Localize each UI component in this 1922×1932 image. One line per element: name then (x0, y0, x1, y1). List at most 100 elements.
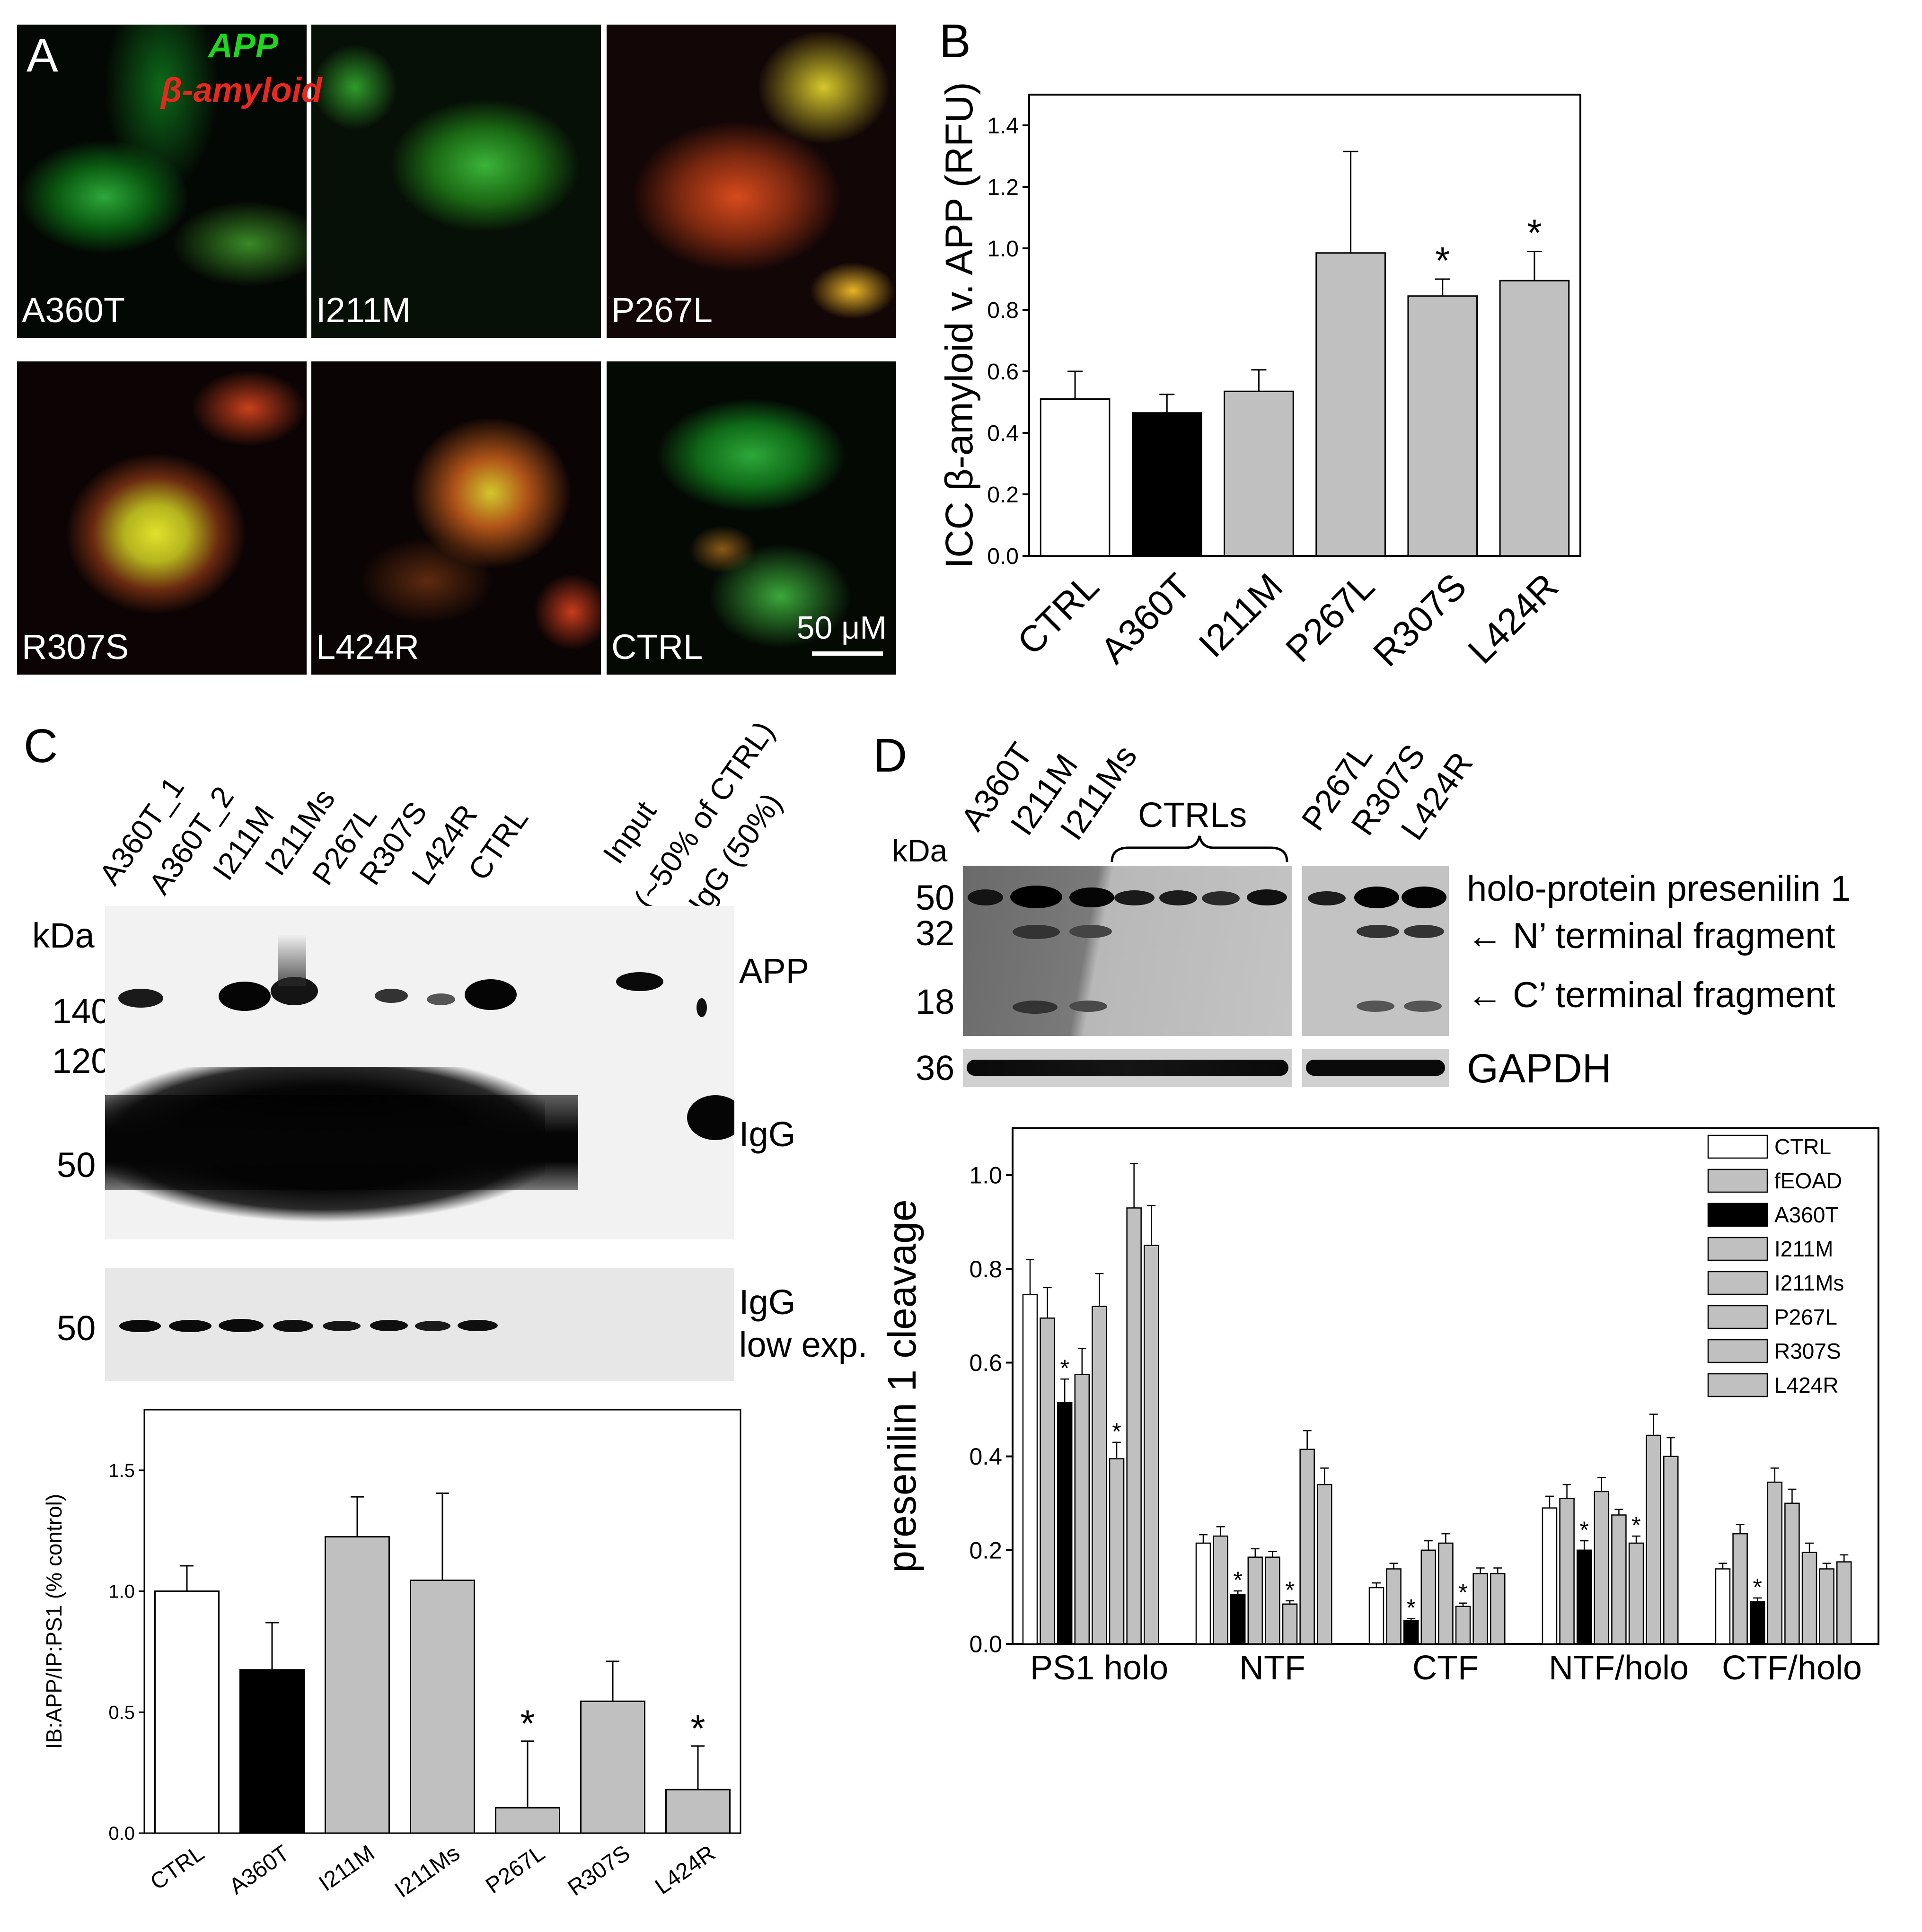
marker-120: 120 (52, 1041, 111, 1080)
significance-star: * (690, 1707, 705, 1749)
blot-c-main (105, 906, 734, 1239)
significance-star: * (1631, 1512, 1640, 1538)
bar (495, 1807, 560, 1834)
bar (1109, 1458, 1125, 1645)
bar (1213, 1535, 1228, 1645)
micrograph-label: CTRL (611, 627, 703, 667)
band-label-ctf: ← C’ terminal fragment (1467, 975, 1835, 1015)
bar (1074, 1373, 1090, 1645)
legend-label: R307S (1774, 1339, 1841, 1363)
marker-d-36: 36 (916, 1048, 955, 1088)
legend-swatch (1707, 1305, 1768, 1329)
bar (665, 1789, 731, 1834)
x-tick-label: P267L (1278, 565, 1383, 670)
y-tick-label: 0.6 (987, 360, 1019, 385)
significance-star: * (1435, 239, 1450, 281)
bar (1040, 1317, 1055, 1645)
bar (1594, 1491, 1610, 1645)
y-tick-label: 0.2 (987, 483, 1019, 508)
significance-star: * (1285, 1577, 1294, 1603)
legend-swatch (1707, 1168, 1768, 1193)
bar (1455, 1606, 1471, 1645)
bar (1317, 1484, 1332, 1645)
panel-b-letter: B (939, 15, 971, 68)
significance-star: * (1406, 1594, 1415, 1621)
x-tick-label: CTRL (1009, 565, 1107, 663)
bar (1131, 412, 1202, 557)
legend-label: CTRL (1774, 1134, 1831, 1159)
y-tick-label: 1.5 (108, 1460, 135, 1481)
panel-a-letter: A (26, 29, 58, 82)
y-tick-label: 0.6 (969, 1350, 1002, 1376)
micrograph-label: P267L (611, 290, 713, 330)
bar (154, 1590, 220, 1834)
y-axis-label: presenilin 1 cleavage (880, 1199, 924, 1572)
bar (1230, 1594, 1246, 1645)
bar (1663, 1456, 1679, 1645)
bar (1386, 1568, 1402, 1645)
y-tick-label: 0.0 (969, 1631, 1002, 1658)
bar (1836, 1561, 1852, 1645)
bar (1559, 1498, 1575, 1645)
bar (1282, 1603, 1298, 1645)
legend-label: A360T (1774, 1203, 1839, 1227)
bar (1247, 1556, 1263, 1645)
blot-label-low-exp: low exp. (739, 1325, 868, 1364)
x-tick-label: CTRL (146, 1841, 209, 1895)
legend-app: APP (208, 27, 279, 65)
y-tick-label: 1.4 (987, 114, 1019, 139)
bar (1092, 1306, 1107, 1645)
significance-star: * (520, 1703, 535, 1745)
bar (1022, 1294, 1038, 1645)
y-axis-label: ICC β-amyloid v. APP (RFU) (938, 82, 981, 568)
y-tick-label: 0.0 (108, 1823, 135, 1844)
significance-star: * (1458, 1579, 1467, 1606)
bar (1542, 1507, 1558, 1645)
micrograph-l424r: L424R (311, 361, 601, 675)
bar (410, 1580, 475, 1834)
bar (325, 1536, 390, 1834)
micrograph-r307s: R307S (17, 361, 307, 675)
micrograph-label: I211M (316, 290, 411, 330)
band-label-gapdh: GAPDH (1467, 1046, 1612, 1091)
legend-swatch (1707, 1134, 1768, 1159)
marker-140: 140 (52, 992, 111, 1031)
bar (1611, 1514, 1627, 1645)
x-tick-label: NTF/holo (1549, 1649, 1689, 1684)
legend-label: fEOAD (1774, 1168, 1842, 1193)
x-tick-label: PS1 holo (1030, 1649, 1168, 1684)
blot-d-gapdh-left (963, 1049, 1292, 1087)
bar (580, 1700, 645, 1834)
x-tick-label: I211Ms (390, 1841, 464, 1903)
micrograph-ctrl: CTRL 50 μM (607, 361, 896, 675)
y-tick-label: 0.4 (969, 1443, 1002, 1470)
bar (1767, 1481, 1783, 1645)
blot-d-gapdh-right (1302, 1049, 1449, 1087)
ctrls-label: CTRLs (1138, 795, 1247, 834)
x-tick-label: I211M (1190, 565, 1290, 665)
bar (1732, 1533, 1748, 1645)
legend-swatch (1707, 1237, 1768, 1261)
plot-frame (1028, 94, 1581, 557)
scale-bar (812, 651, 883, 656)
blot-d-right (1302, 866, 1449, 1036)
chart-c: 0.0 0.5 1.0 1.5 IB:APP/IP:PS1 (% control) CTR… (42, 1409, 741, 1903)
bar (1299, 1449, 1315, 1645)
y-tick-label: 1.0 (108, 1581, 135, 1602)
y-tick-label: 1.0 (987, 237, 1019, 262)
x-tick-label: I211M (315, 1841, 379, 1897)
marker-d-18: 18 (916, 982, 955, 1021)
significance-star: * (1233, 1567, 1242, 1593)
panel-d-letter: D (873, 729, 908, 782)
blot-label-app: APP (739, 951, 810, 991)
y-tick-label: 1.2 (987, 175, 1019, 200)
blot-label-igg: IgG (739, 1115, 796, 1154)
y-tick-label: 0.5 (108, 1702, 135, 1723)
bar (1628, 1542, 1644, 1645)
blot-c-low-exposure (105, 1268, 734, 1381)
bar (1646, 1434, 1661, 1645)
x-tick-label: P267L (481, 1841, 549, 1899)
bar (1144, 1245, 1159, 1645)
bar (1126, 1207, 1142, 1645)
